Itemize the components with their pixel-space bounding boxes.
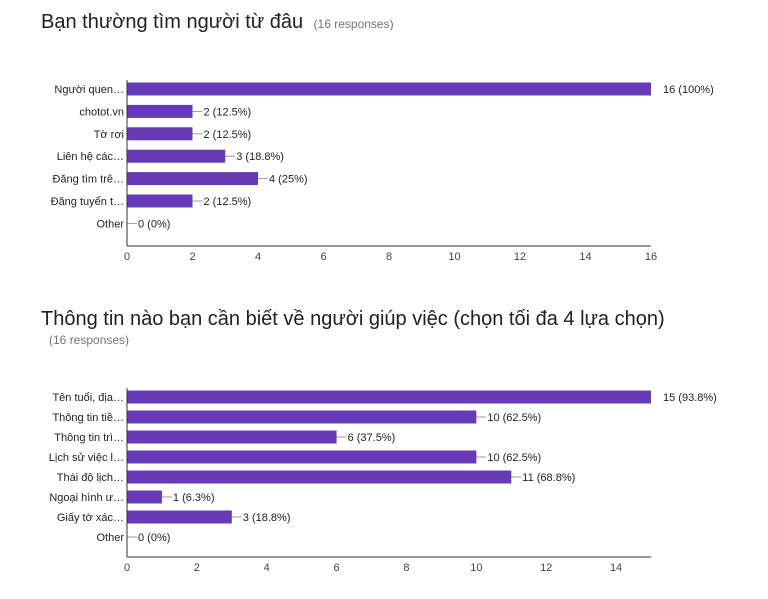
chart-2-responses: (16 responses) xyxy=(49,333,130,347)
value-label: 16 (100%) xyxy=(663,84,714,96)
x-tick-label: 4 xyxy=(255,251,261,263)
chart-2-title-row: Thông tin nào bạn cần biết về người giúp… xyxy=(41,308,665,331)
chart-1-plot: Người quen… 16 (100%) chotot.vn 2 (12.5%) Tờ… xyxy=(51,80,714,263)
x-tick-label: 14 xyxy=(610,562,622,574)
category-label: Đăng tìm trê… xyxy=(52,174,124,186)
category-label: Thông tin trì… xyxy=(54,432,124,444)
value-label: 4 (25%) xyxy=(269,174,308,186)
x-tick-label: 12 xyxy=(514,251,526,263)
value-label: 3 (18.8%) xyxy=(243,512,291,524)
value-label: 2 (12.5%) xyxy=(204,196,252,208)
x-tick-label: 6 xyxy=(334,562,340,574)
bar xyxy=(127,490,162,504)
category-label: Ngoại hình ư… xyxy=(49,492,124,504)
x-tick-label: 10 xyxy=(470,562,482,574)
bar xyxy=(127,149,226,163)
value-label: 10 (62.5%) xyxy=(487,452,541,464)
category-label: chotot.vn xyxy=(79,106,124,118)
category-label: Đăng tuyển t… xyxy=(51,196,124,208)
category-label: Liên hệ các… xyxy=(57,151,124,163)
value-label: 0 (0%) xyxy=(138,218,170,230)
chart-1-title: Bạn thường tìm người từ đâu xyxy=(41,11,304,33)
bar xyxy=(127,510,232,524)
value-label: 3 (18.8%) xyxy=(236,151,284,163)
category-label: Thái độ lịch… xyxy=(57,472,124,484)
x-tick-label: 14 xyxy=(579,251,591,263)
category-label: Thông tin tiề… xyxy=(52,412,124,424)
category-label: Other xyxy=(96,218,124,230)
bar xyxy=(127,450,477,464)
bar xyxy=(127,430,337,444)
chart-2-responses-row: (16 responses) xyxy=(49,331,129,349)
bar xyxy=(127,410,477,424)
category-label: Other xyxy=(96,532,124,544)
chart-2-title: Thông tin nào bạn cần biết về người giúp… xyxy=(41,308,665,330)
value-label: 11 (68.8%) xyxy=(522,472,575,484)
value-label: 10 (62.5%) xyxy=(487,412,541,424)
x-tick-label: 0 xyxy=(124,562,130,574)
bar xyxy=(127,82,651,96)
category-label: Người quen… xyxy=(54,84,124,96)
x-tick-label: 4 xyxy=(264,562,270,574)
x-tick-label: 8 xyxy=(386,251,392,263)
bar xyxy=(127,104,193,118)
category-label: Lịch sử việc l… xyxy=(49,452,124,464)
chart-1-responses: (16 responses) xyxy=(313,17,394,31)
bar xyxy=(127,194,193,208)
value-label: 15 (93.8%) xyxy=(663,392,717,404)
bar xyxy=(127,390,651,404)
x-tick-label: 2 xyxy=(194,562,200,574)
category-label: Giấy tờ xác… xyxy=(57,512,124,524)
value-label: 6 (37.5%) xyxy=(348,432,396,444)
bar xyxy=(127,470,512,484)
value-label: 2 (12.5%) xyxy=(204,106,252,118)
x-tick-label: 12 xyxy=(540,562,552,574)
value-label: 0 (0%) xyxy=(138,532,170,544)
x-tick-label: 8 xyxy=(403,562,409,574)
category-label: Tờ rơi xyxy=(94,129,124,141)
x-tick-label: 2 xyxy=(189,251,195,263)
value-label: 2 (12.5%) xyxy=(204,129,252,141)
value-label: 1 (6.3%) xyxy=(173,492,215,504)
bar xyxy=(127,172,258,186)
x-tick-label: 10 xyxy=(448,251,460,263)
category-label: Tên tuổi, địa… xyxy=(52,392,124,404)
x-tick-label: 0 xyxy=(124,251,130,263)
x-tick-label: 6 xyxy=(320,251,326,263)
x-tick-label: 16 xyxy=(645,251,657,263)
chart-1-title-row: Bạn thường tìm người từ đâu (16 response… xyxy=(41,11,394,34)
bar xyxy=(127,127,193,141)
